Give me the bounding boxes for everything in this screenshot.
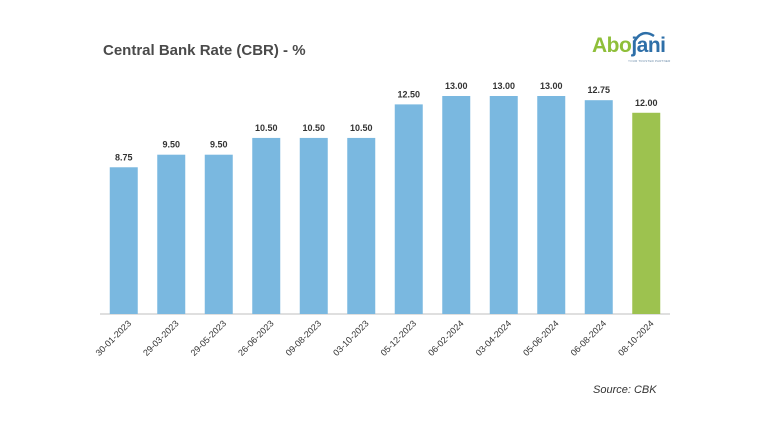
- bar-03-04-2024: [489, 96, 518, 314]
- source-note: Source: CBK: [593, 384, 657, 396]
- data-label: 12.50: [397, 89, 420, 99]
- data-label: 12.00: [635, 98, 658, 108]
- x-tick-label: 09-08-2023: [284, 318, 324, 358]
- x-tick-label: 06-08-2024: [569, 318, 609, 358]
- logo-tagline: YOUR TRUSTED PARTNER: [628, 59, 671, 63]
- bar-09-08-2023: [299, 137, 328, 314]
- logo-text-part2: jani: [631, 34, 666, 57]
- bar-29-05-2023: [204, 154, 233, 314]
- bar-08-10-2024: [632, 112, 661, 315]
- data-label: 8.75: [115, 152, 133, 162]
- chart-title: Central Bank Rate (CBR) - %: [103, 42, 306, 59]
- data-label: 9.50: [162, 140, 180, 150]
- bar-29-03-2023: [157, 154, 186, 314]
- bar-30-01-2023: [109, 167, 138, 314]
- data-label: 13.00: [492, 81, 515, 91]
- data-label: 10.50: [255, 123, 278, 133]
- x-tick-label: 30-01-2023: [94, 318, 134, 358]
- logo-text-part1: Abo: [592, 34, 632, 57]
- data-label: 12.75: [587, 85, 610, 95]
- x-tick-label: 06-02-2024: [426, 318, 466, 358]
- x-tick-label: 03-04-2024: [474, 318, 514, 358]
- x-tick-label: 05-12-2023: [379, 318, 419, 358]
- x-tick-label: 05-06-2024: [521, 318, 561, 358]
- data-label: 9.50: [210, 140, 228, 150]
- data-label: 13.00: [540, 81, 563, 91]
- bar-06-08-2024: [584, 100, 613, 314]
- x-tick-label: 26-06-2023: [236, 318, 276, 358]
- data-label: 10.50: [302, 123, 325, 133]
- bar-06-02-2024: [442, 96, 471, 314]
- bar-03-10-2023: [347, 137, 376, 314]
- x-tick-label: 29-05-2023: [189, 318, 229, 358]
- data-label: 13.00: [445, 81, 468, 91]
- bar-05-12-2023: [394, 104, 423, 314]
- x-tick-label: 08-10-2024: [616, 318, 656, 358]
- abojani-logo: Abojani YOUR TRUSTED PARTNER: [592, 30, 682, 66]
- logo-swoosh-icon: [632, 31, 655, 43]
- bar-05-06-2024: [537, 96, 566, 314]
- x-tick-label: 03-10-2023: [331, 318, 371, 358]
- x-tick-label: 29-03-2023: [141, 318, 181, 358]
- logo-wordmark: Abojani: [592, 34, 666, 58]
- bar-26-06-2023: [252, 137, 281, 314]
- data-label: 10.50: [350, 123, 373, 133]
